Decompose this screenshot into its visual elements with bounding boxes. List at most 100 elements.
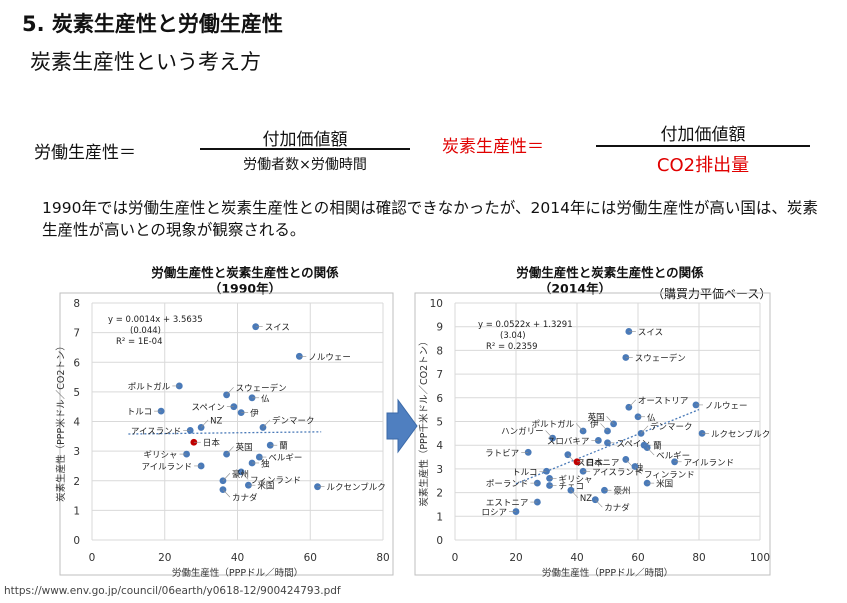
chart2-point-label: 英国 xyxy=(588,412,605,423)
chart2-subtitle: （2014年） xyxy=(538,281,612,296)
chart2-point-label: エストニア xyxy=(486,499,529,509)
chart2-point-label: ベルギー xyxy=(656,452,690,462)
chart1-leader-line xyxy=(200,419,209,428)
chart2-point-label: ノルウェー xyxy=(705,401,748,411)
formula-carbon-fraction-bar xyxy=(596,145,810,147)
chart2-point-label: ギリシャ xyxy=(559,475,593,485)
chart1-point-label: ノルウェー xyxy=(308,353,351,363)
chart2-y-tick-label: 3 xyxy=(436,464,443,476)
chart1-x-tick-label: 40 xyxy=(231,552,244,564)
chart1-point-label: フィンランド xyxy=(250,476,301,486)
description-text: 1990年では労働生産性と炭素生産性との相関は確認できなかったが、2014年には… xyxy=(42,199,818,239)
chart1-title: 労働生産性と炭素生産性との関係 xyxy=(151,265,339,280)
chart1-point-label: 伊 xyxy=(250,408,259,419)
chart2-point-label: 日本 xyxy=(586,457,604,468)
chart2-leader-line xyxy=(628,399,637,408)
chart2-point-label: 伊 xyxy=(590,419,599,430)
chart2-point-label: アイスランド xyxy=(592,468,642,478)
chart1-equation-line: R² = 1E-04 xyxy=(116,337,163,347)
chart2-x-tick-label: 20 xyxy=(509,552,522,564)
chart1-leader-line xyxy=(262,419,271,428)
chart2-leader-line xyxy=(545,430,553,439)
formula-labor-numerator: 付加価値額 xyxy=(262,130,348,150)
chart2-y-tick-label: 2 xyxy=(436,488,443,500)
chart2-point-label: デンマーク xyxy=(650,421,693,432)
chart2-point-label: 米国 xyxy=(656,479,673,490)
chart1-leader-line xyxy=(222,473,231,481)
chart2-equation-line: R² = 0.2359 xyxy=(486,342,538,352)
chart1-point-label: 独 xyxy=(261,458,270,469)
ppp-basis-note: （購買力平価ベース） xyxy=(652,287,772,301)
comparison-arrow xyxy=(386,398,418,454)
chart1-point-label: アイルランド xyxy=(142,462,193,472)
chart1-point-label: 日本 xyxy=(203,438,221,449)
formula-carbon-label: 炭素生産性＝ xyxy=(442,137,544,157)
chart1-y-tick-label: 5 xyxy=(73,387,80,399)
chart2-leader-line xyxy=(575,423,584,432)
chart2-x-tick-label: 100 xyxy=(750,552,770,564)
chart1-y-tick-label: 2 xyxy=(73,476,80,488)
chart2-point-26 xyxy=(546,482,553,489)
chart2-point-label: ラトビア xyxy=(485,449,519,459)
chart1-x-tick-label: 20 xyxy=(158,552,171,564)
chart2-point-label: 蘭 xyxy=(653,441,662,452)
formula-carbon-numerator: 付加価値額 xyxy=(660,125,746,145)
chart1-point-label: 米国 xyxy=(257,481,274,492)
chart2-leader-line xyxy=(640,425,649,434)
chart1-y-tick-label: 6 xyxy=(73,357,80,369)
chart2-point-label: スペイン xyxy=(617,439,650,449)
chart2-y-tick-label: 1 xyxy=(436,511,443,523)
chart1-x-axis-title: 労働生産性（PPPドル／時間） xyxy=(172,567,303,579)
chart2-y-tick-label: 6 xyxy=(436,393,443,405)
chart2-point-label: ロシア xyxy=(481,508,507,518)
chart2-point-label: NZ xyxy=(580,494,592,504)
formula-labor-label: 労働生産性＝ xyxy=(34,143,136,163)
chart1-point-label: スウェーデン xyxy=(236,383,287,394)
chart1-point-label: ベルギー xyxy=(268,454,302,464)
chart1-point-label: カナダ xyxy=(232,493,258,504)
formula-carbon-denominator: CO2排出量 xyxy=(656,155,750,176)
chart2-point-label: トルコ xyxy=(512,468,537,478)
chart2-y-axis-title: 炭素生産性（PPP千米ドル／CO2トン） xyxy=(418,336,430,506)
chart1-point-15 xyxy=(183,450,190,458)
chart2-frame xyxy=(414,292,771,576)
chart2-point-label: ポルトガル xyxy=(532,419,575,430)
chart1-point-label: 仏 xyxy=(261,394,270,404)
chart2-point-label: フィンランド xyxy=(644,471,695,481)
chart1-point-label: アイスランド xyxy=(131,427,181,437)
chart2-point-label: 仏 xyxy=(647,413,656,423)
chart1-equation-line: (0.044) xyxy=(130,326,161,336)
formula-labor-fraction-bar xyxy=(200,148,410,150)
chart2-leader-line xyxy=(567,454,576,463)
formula-labor-denominator: 労働者数×労働時間 xyxy=(243,157,367,173)
chart2-point-24 xyxy=(546,474,553,482)
chart2-equation-line: (3.04) xyxy=(500,331,526,341)
chart1-point-label: デンマーク xyxy=(272,415,315,426)
chart1-x-tick-label: 0 xyxy=(89,552,96,564)
page-title: 5. 炭素生産性と労働生産性 xyxy=(22,12,283,36)
chart2-leader-line xyxy=(570,490,579,498)
chart2-leader-line xyxy=(600,423,608,432)
chart2-point-label: カナダ xyxy=(604,503,630,514)
chart1-y-axis-title: 炭素生産性（PPP米ドル／CO2トン） xyxy=(55,341,67,502)
chart1-y-tick-label: 4 xyxy=(73,417,80,429)
chart2-point-label: スイス xyxy=(638,328,663,338)
chart2-point-label: ハンガリー xyxy=(501,426,544,437)
chart1-point-label: トルコ xyxy=(127,408,152,418)
chart1-y-tick-label: 0 xyxy=(73,535,80,547)
chart1-point-label: NZ xyxy=(210,416,222,426)
chart1-leader-line xyxy=(226,387,234,396)
chart2-point-label: 独 xyxy=(635,462,644,473)
chart2-point-label: スロベニア xyxy=(577,459,620,469)
chart2-x-tick-label: 40 xyxy=(570,552,583,564)
chart1-leader-line xyxy=(226,446,234,455)
chart2-point-2 xyxy=(622,354,630,361)
source-url[interactable]: https://www.env.go.jp/council/06earth/y0… xyxy=(4,585,341,597)
chart1-point-label: 豪州 xyxy=(232,469,249,480)
chart1-point-label: 蘭 xyxy=(279,441,288,452)
chart2-y-tick-label: 0 xyxy=(436,535,443,547)
chart1-x-tick-label: 80 xyxy=(376,552,389,564)
chart2-point-label: 豪州 xyxy=(613,486,630,497)
chart1-frame xyxy=(59,292,394,576)
chart2-point-label: スウェーデン xyxy=(635,353,686,364)
